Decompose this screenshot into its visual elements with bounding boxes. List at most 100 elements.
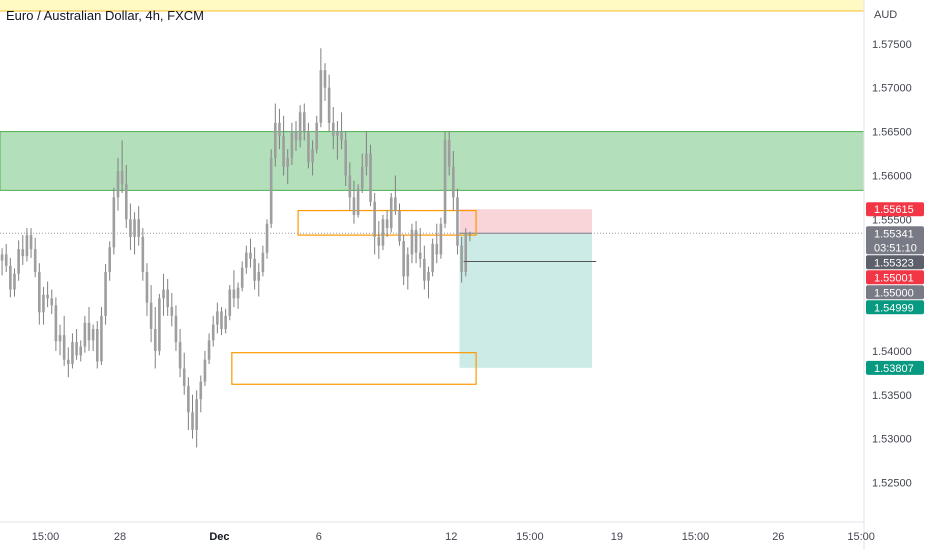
candle	[302, 103, 306, 141]
candle	[224, 308, 227, 334]
candle	[468, 231, 472, 242]
candle	[348, 162, 352, 211]
candle	[261, 245, 265, 277]
candle	[269, 149, 273, 229]
candle	[240, 261, 244, 292]
candle	[336, 121, 339, 160]
candle	[46, 281, 49, 308]
x-tick-label: 6	[316, 531, 322, 543]
candle	[95, 321, 99, 369]
candle	[199, 375, 203, 413]
candle	[373, 193, 376, 255]
candle	[435, 223, 439, 264]
y-tick-label: 1.53000	[872, 434, 912, 446]
candle	[33, 237, 37, 278]
candle	[50, 289, 54, 315]
supply-zone	[0, 131, 865, 191]
candle	[182, 352, 186, 395]
candle	[124, 164, 128, 229]
y-tick-label: 1.53500	[872, 390, 912, 402]
candle	[452, 150, 455, 211]
candle	[418, 228, 422, 268]
candle	[443, 131, 447, 229]
x-tick-label: 26	[772, 531, 784, 543]
candle	[149, 285, 153, 343]
price-tag-label: 1.54999	[874, 302, 914, 314]
candle	[104, 264, 107, 325]
x-tick-label: 15:00	[847, 531, 875, 543]
candle	[133, 212, 136, 255]
candle	[414, 221, 418, 264]
candle	[17, 240, 20, 281]
candle	[207, 333, 211, 365]
candle	[265, 219, 269, 259]
price-tag-label: 1.55323	[874, 257, 914, 269]
price-tag-countdown: 03:51:10	[874, 242, 917, 254]
x-tick-label: Dec	[209, 531, 229, 543]
candle	[9, 257, 12, 298]
y-tick-label: 1.54000	[872, 346, 912, 358]
candle	[13, 268, 16, 297]
candle	[381, 214, 385, 251]
y-tick-label: 1.52500	[872, 478, 912, 490]
candle	[87, 307, 91, 351]
price-tag-label: 1.55341	[874, 228, 914, 240]
position-stop-zone	[459, 209, 593, 234]
candle	[460, 236, 463, 283]
price-tag	[866, 270, 924, 285]
candle	[410, 223, 414, 264]
candle	[232, 270, 236, 308]
candle	[166, 278, 169, 316]
price-tag-label: 1.55000	[874, 287, 914, 299]
candle	[331, 107, 335, 150]
candle	[170, 293, 174, 327]
candle	[116, 157, 120, 211]
candle	[294, 121, 298, 151]
candle	[245, 245, 248, 274]
candle	[352, 180, 356, 224]
candle	[431, 238, 434, 277]
candle	[75, 328, 78, 360]
candle	[439, 217, 443, 259]
candle	[290, 122, 294, 165]
price-tag	[866, 300, 924, 315]
candle	[83, 315, 87, 353]
x-tick-label: 12	[445, 531, 457, 543]
candle	[42, 286, 45, 325]
candle	[79, 340, 83, 362]
candle	[21, 235, 25, 265]
candle	[38, 263, 41, 325]
candle	[406, 247, 410, 290]
candle	[195, 390, 198, 448]
candle	[203, 350, 207, 387]
position-target-zone	[459, 233, 593, 368]
candle	[340, 112, 343, 150]
x-tick-label: 15:00	[682, 531, 710, 543]
candle	[323, 63, 327, 101]
candle	[377, 221, 381, 259]
candle	[327, 74, 331, 132]
candle	[365, 131, 368, 176]
candle	[216, 302, 219, 334]
candle	[220, 307, 223, 336]
candle	[0, 248, 4, 276]
candle	[344, 131, 347, 186]
candle	[112, 187, 116, 255]
candle	[447, 131, 451, 176]
price-tag-label: 1.55615	[874, 204, 914, 216]
candle	[54, 297, 58, 351]
price-tag	[866, 285, 924, 300]
candle	[71, 333, 74, 369]
candle	[108, 241, 112, 281]
price-tag-label: 1.53807	[874, 363, 914, 375]
candle	[236, 282, 240, 309]
candle	[145, 263, 149, 316]
candle	[91, 324, 95, 351]
candle	[153, 307, 157, 369]
x-tick-label: 15:00	[32, 531, 60, 543]
candle	[369, 144, 372, 207]
candle	[389, 193, 393, 233]
candle	[58, 324, 62, 356]
candle	[298, 105, 302, 148]
